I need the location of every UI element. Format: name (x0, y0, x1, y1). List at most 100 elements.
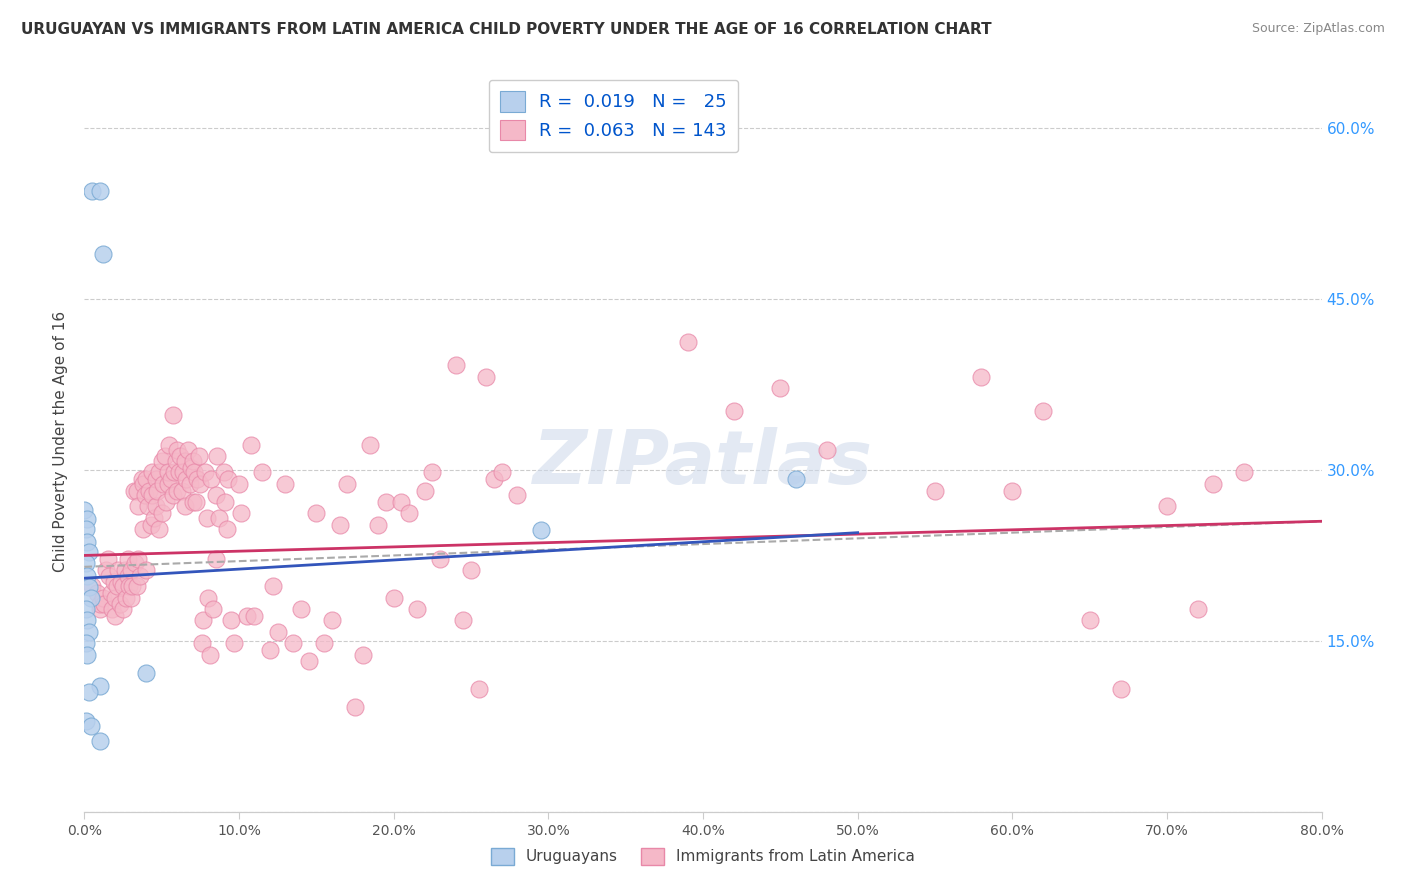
Point (145, 500, 167, 514)
Point (101, 602, 124, 616)
Point (167, 465, 190, 479)
Point (112, 579, 135, 593)
Point (413, 483, 436, 498)
Point (110, 574, 132, 589)
Point (367, 517, 389, 532)
Point (150, 506, 173, 520)
Text: Source: ZipAtlas.com: Source: ZipAtlas.com (1251, 22, 1385, 36)
Point (96, 552, 118, 566)
Point (405, 602, 427, 616)
Point (262, 579, 284, 593)
Point (529, 524, 551, 538)
Point (170, 483, 193, 498)
Point (1202, 476, 1225, 491)
Point (188, 476, 211, 491)
Point (75, 522, 97, 536)
Point (205, 552, 228, 566)
Point (76, 648, 98, 662)
Point (165, 454, 187, 468)
Point (153, 450, 176, 464)
Point (243, 608, 266, 623)
Point (162, 409, 184, 423)
Point (73, 503, 96, 517)
Point (79, 591, 101, 605)
Point (274, 476, 297, 491)
Point (769, 381, 792, 395)
Point (150, 454, 173, 468)
Point (240, 438, 263, 452)
Point (115, 591, 138, 605)
Point (136, 500, 159, 514)
Point (1078, 613, 1101, 627)
Point (89, 734, 111, 748)
Point (815, 442, 838, 457)
Point (77, 685, 100, 699)
Point (312, 636, 335, 650)
Point (484, 472, 506, 486)
Point (321, 613, 343, 627)
Point (374, 495, 398, 509)
Point (93, 598, 115, 612)
Point (235, 608, 259, 623)
Point (166, 442, 188, 457)
Point (250, 465, 273, 479)
Point (132, 476, 155, 491)
Point (453, 613, 475, 627)
Point (125, 579, 148, 593)
Point (86, 586, 108, 600)
Point (191, 636, 214, 650)
Point (212, 465, 235, 479)
Point (181, 454, 204, 468)
Point (75, 557, 97, 571)
Point (1156, 500, 1178, 514)
Point (200, 472, 222, 486)
Point (148, 465, 170, 479)
Point (181, 495, 204, 509)
Point (172, 465, 194, 479)
Point (139, 517, 162, 532)
Point (475, 369, 498, 384)
Point (183, 465, 205, 479)
Point (89, 598, 111, 612)
Y-axis label: Child Poverty Under the Age of 16: Child Poverty Under the Age of 16 (53, 311, 69, 572)
Legend: Uruguayans, Immigrants from Latin America: Uruguayans, Immigrants from Latin Americ… (485, 842, 921, 871)
Point (107, 563, 129, 577)
Point (1001, 483, 1024, 498)
Point (104, 591, 127, 605)
Point (180, 460, 202, 475)
Point (382, 591, 405, 605)
Point (82, 579, 104, 593)
Point (193, 613, 215, 627)
Point (215, 522, 238, 536)
Point (160, 472, 183, 486)
Point (108, 598, 131, 612)
Point (124, 557, 146, 571)
Point (197, 591, 219, 605)
Point (205, 488, 228, 502)
Point (121, 579, 143, 593)
Point (159, 438, 180, 452)
Point (187, 450, 209, 464)
Point (224, 636, 246, 650)
Point (122, 483, 145, 498)
Point (120, 563, 142, 577)
Text: URUGUAYAN VS IMMIGRANTS FROM LATIN AMERICA CHILD POVERTY UNDER THE AGE OF 16 COR: URUGUAYAN VS IMMIGRANTS FROM LATIN AMERI… (21, 22, 991, 37)
Point (207, 450, 229, 464)
Point (328, 517, 352, 532)
Point (105, 579, 128, 593)
Point (174, 500, 197, 514)
Point (114, 563, 136, 577)
Point (100, 586, 122, 600)
Point (117, 552, 139, 566)
Point (491, 465, 513, 479)
Point (184, 495, 207, 509)
Point (145, 472, 167, 486)
Point (229, 506, 252, 520)
Point (506, 488, 529, 502)
Point (422, 465, 444, 479)
Point (166, 483, 188, 498)
Point (120, 591, 142, 605)
Point (352, 648, 374, 662)
Point (174, 454, 197, 468)
Point (155, 495, 177, 509)
